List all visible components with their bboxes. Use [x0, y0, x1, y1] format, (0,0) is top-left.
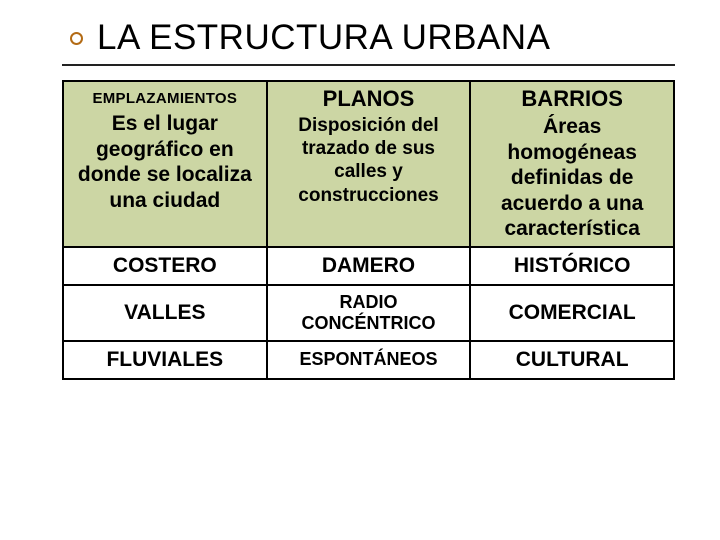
- table-cell: VALLES: [63, 285, 267, 340]
- table-cell: ESPONTÁNEOS: [267, 341, 471, 379]
- column-title: EMPLAZAMIENTOS: [68, 84, 262, 111]
- table-row: COSTERO DAMERO HISTÓRICO: [63, 247, 674, 285]
- table-cell: DAMERO: [267, 247, 471, 285]
- table-cell: CULTURAL: [470, 341, 674, 379]
- table-cell: COMERCIAL: [470, 285, 674, 340]
- column-title: PLANOS: [272, 84, 466, 114]
- table-row: FLUVIALES ESPONTÁNEOS CULTURAL: [63, 341, 674, 379]
- title-underline: [62, 64, 675, 66]
- header-cell-planos: PLANOS Disposición del trazado de sus ca…: [267, 81, 471, 247]
- column-title: BARRIOS: [475, 84, 669, 114]
- table-cell: COSTERO: [63, 247, 267, 285]
- table-cell: RADIO CONCÉNTRICO: [267, 285, 471, 340]
- table-row: VALLES RADIO CONCÉNTRICO COMERCIAL: [63, 285, 674, 340]
- column-description: Es el lugar geográfico en donde se local…: [68, 111, 262, 213]
- header-cell-emplazamientos: EMPLAZAMIENTOS Es el lugar geográfico en…: [63, 81, 267, 247]
- title-row: LA ESTRUCTURA URBANA: [62, 18, 675, 58]
- column-description: Disposición del trazado de sus calles y …: [272, 114, 466, 207]
- slide-title: LA ESTRUCTURA URBANA: [97, 18, 550, 58]
- table-header-row: EMPLAZAMIENTOS Es el lugar geográfico en…: [63, 81, 674, 247]
- column-description: Áreas homogéneas definidas de acuerdo a …: [475, 114, 669, 242]
- slide: LA ESTRUCTURA URBANA EMPLAZAMIENTOS Es e…: [0, 0, 720, 540]
- content-table: EMPLAZAMIENTOS Es el lugar geográfico en…: [62, 80, 675, 380]
- bullet-icon: [70, 32, 83, 45]
- table-cell: HISTÓRICO: [470, 247, 674, 285]
- header-cell-barrios: BARRIOS Áreas homogéneas definidas de ac…: [470, 81, 674, 247]
- table-cell: FLUVIALES: [63, 341, 267, 379]
